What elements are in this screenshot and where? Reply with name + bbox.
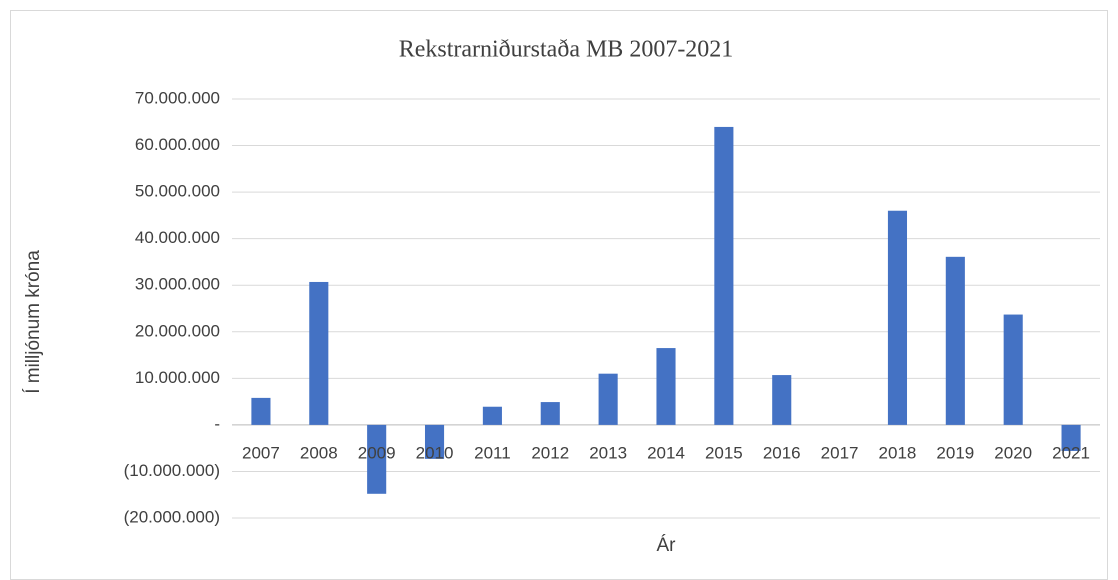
x-tick-label: 2015 — [705, 443, 743, 462]
y-tick-label: - — [214, 414, 220, 433]
x-tick-label: 2016 — [763, 443, 801, 462]
x-tick-label: 2017 — [821, 443, 859, 462]
x-tick-label: 2020 — [994, 443, 1032, 462]
bar — [309, 281, 329, 425]
bar — [772, 375, 792, 425]
bar — [251, 397, 271, 425]
y-tick-label: 60.000.000 — [135, 135, 220, 154]
bar — [540, 402, 560, 425]
bar — [598, 373, 618, 425]
bar — [945, 256, 965, 425]
x-tick-label: 2021 — [1052, 443, 1090, 462]
y-tick-label: (10.000.000) — [124, 461, 220, 480]
y-tick-label: (20.000.000) — [124, 507, 220, 526]
y-tick-label: 10.000.000 — [135, 368, 220, 387]
x-tick-label: 2014 — [647, 443, 685, 462]
bar — [1061, 424, 1081, 451]
y-axis-title: Í milljónum króna — [23, 250, 44, 394]
x-axis-title: Ár — [657, 535, 677, 556]
y-tick-label: 20.000.000 — [135, 321, 220, 340]
y-tick-label: 30.000.000 — [135, 275, 220, 294]
x-tick-label: 2018 — [879, 443, 917, 462]
x-tick-label: 2013 — [589, 443, 627, 462]
x-tick-label: 2019 — [936, 443, 974, 462]
bar — [887, 210, 908, 425]
x-tick-label: 2010 — [416, 443, 454, 462]
y-tick-label: 40.000.000 — [135, 228, 220, 247]
bar — [482, 406, 502, 425]
x-tick-label: 2011 — [474, 443, 511, 462]
x-tick-label: 2008 — [300, 443, 338, 462]
bar — [367, 424, 387, 494]
y-tick-label: 50.000.000 — [135, 182, 220, 201]
bar — [424, 424, 445, 459]
x-tick-label: 2012 — [531, 443, 569, 462]
bar — [1003, 314, 1023, 425]
x-tick-label: 2007 — [242, 443, 280, 462]
x-tick-label: 2009 — [358, 443, 396, 462]
chart-border — [10, 10, 1108, 580]
bar — [656, 348, 676, 425]
chart-title: Rekstrarniðurstaða MB 2007-2021 — [399, 37, 734, 63]
y-tick-label: 70.000.000 — [135, 88, 220, 107]
bar — [714, 126, 734, 425]
